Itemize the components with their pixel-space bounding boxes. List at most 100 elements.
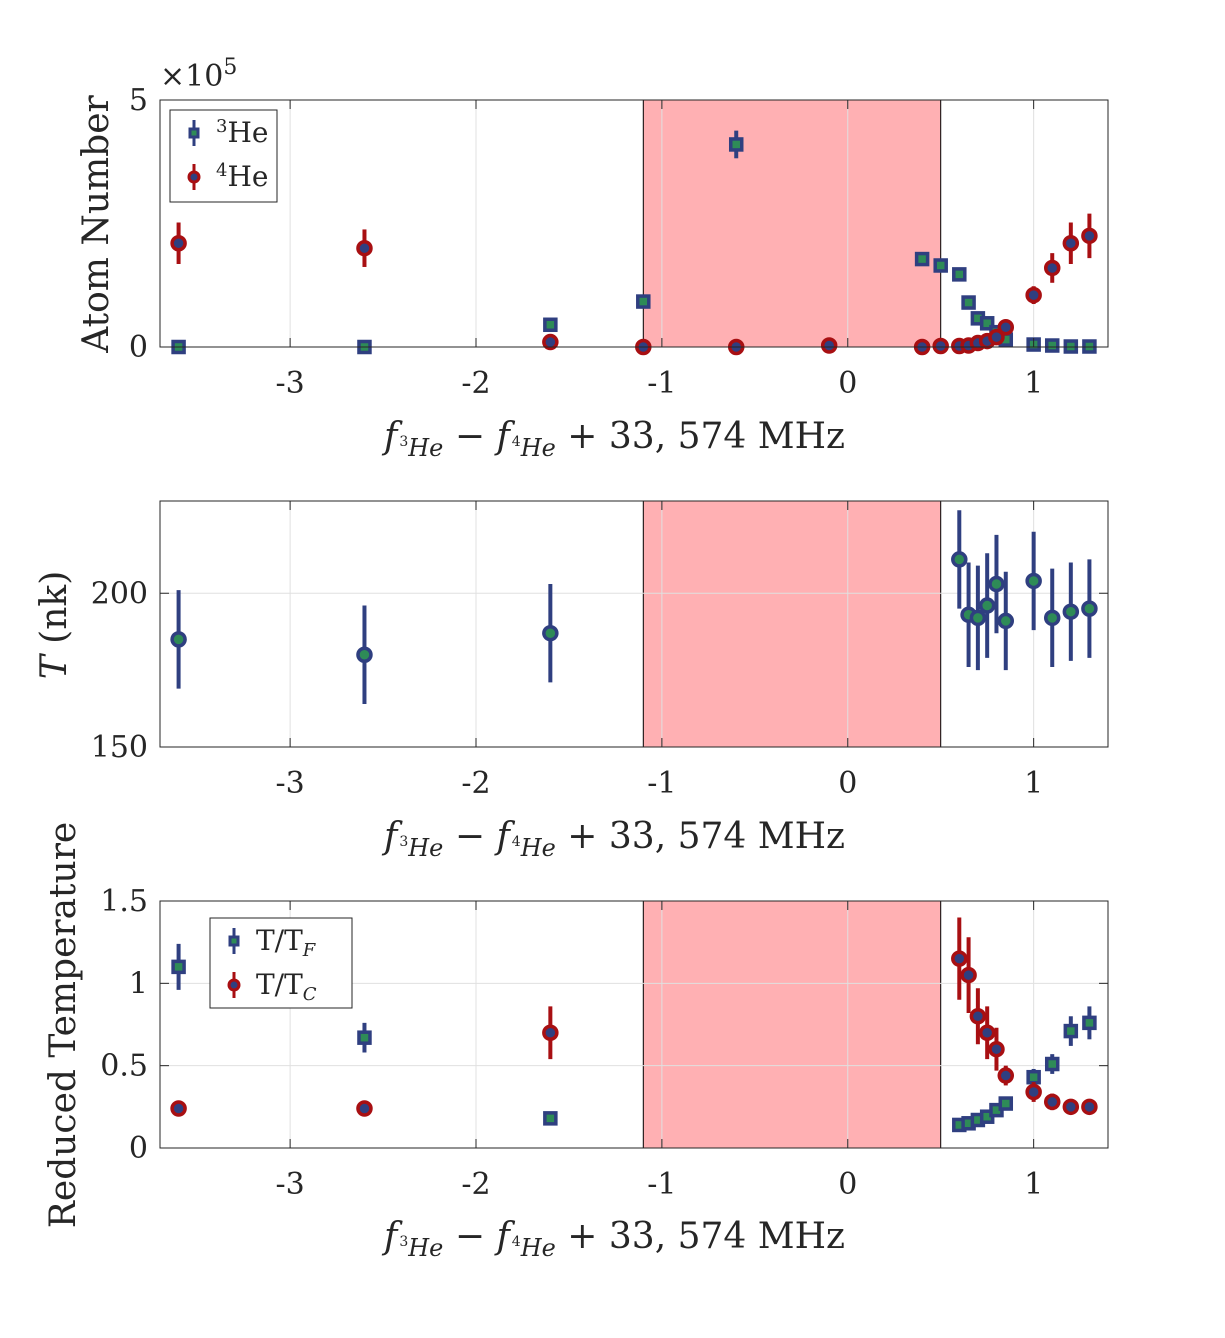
legend: 3He 4He [169,109,278,203]
y-multiplier: ×105 [160,55,237,94]
legend-label-t-tc: T/TC [256,968,317,1005]
data-point [356,646,373,663]
data-point [171,959,186,975]
data-point [820,337,838,354]
y-tick-label: 5 [129,83,148,118]
data-point [960,966,977,984]
data-point [933,258,948,273]
data-point [998,1096,1014,1111]
data-point [997,612,1015,630]
data-point [951,551,968,568]
legend-marker-square [188,127,200,139]
x-tick-label: -1 [647,366,676,401]
x-tick-label: -2 [461,766,490,801]
panel-temperature: -3 -2 -1 0 1 150 200 T (nk) f 3He − f 4He + 33, … [34,500,1109,862]
x-axis-label: f 3He − f 4He + 33, 574 MHz [381,416,845,462]
panel-atom-number: -3 -2 -1 0 1 0 5 Atom Number ×105 3He 4He f 3He… [76,55,1109,462]
data-point [543,1111,558,1126]
data-point [988,1040,1005,1058]
plot-area [160,100,1108,347]
x-tick-label: 1 [1024,766,1043,801]
legend-marker-square [228,935,240,947]
y-axis-label: T (nk) [34,571,75,680]
x-tick-label: -1 [647,766,676,801]
x-axis-label-text: f 3He − f 4He + 33, 574 MHz [381,816,845,862]
data-point [170,631,187,648]
excluded-region [642,99,942,348]
data-point [1025,286,1042,304]
data-point [728,137,744,152]
data-point [1025,572,1042,590]
y-axis-label: Reduced Temperature [43,822,84,1228]
y-tick-label: 150 [91,730,148,765]
y-tick-label: 1.5 [100,884,148,919]
y-tick-label: 200 [91,576,148,611]
data-point [1081,227,1098,245]
data-point [543,317,558,333]
data-point [932,337,949,355]
data-point [1082,1015,1097,1031]
panel-reduced-temperature: -3 -2 -1 0 1 0 0.5 1 1.5 Reduced Temperature T/T… [43,822,1109,1262]
legend-marker-circle [227,978,241,992]
y-tick-label: 1 [129,966,148,1001]
legend-entry-he3: 3He [188,116,268,149]
data-point [988,575,1005,593]
data-point [1043,609,1061,627]
data-point [978,1024,996,1041]
legend-label-t-tf: T/TF [256,924,317,961]
x-tick-label: 0 [838,766,857,801]
data-point [542,333,559,351]
data-point [1026,1069,1041,1085]
x-tick-label: -3 [276,1167,305,1202]
data-point [1043,259,1061,277]
series-t-tc [170,917,1098,1117]
data-point [1063,1023,1079,1039]
data-point [969,1008,987,1025]
legend-label-he3: 3He [216,116,268,149]
legend-label-he4: 4He [216,160,268,193]
data-point [969,609,987,627]
data-point [997,1067,1015,1084]
x-tick-label: 1 [1024,366,1043,401]
legend-marker-circle [187,170,201,184]
excluded-region [642,900,942,1149]
x-axis-label-text: f 3He − f 4He + 33, 574 MHz [381,1216,845,1262]
y-tick-label: 0.5 [100,1049,148,1084]
data-point [1081,600,1098,617]
y-tick-label: 0 [129,330,148,365]
data-point [1044,1056,1060,1072]
series-t-tf [171,943,1097,1133]
data-point [357,1030,372,1045]
data-point [356,1100,373,1117]
data-point [988,328,1005,346]
x-tick-label: 1 [1024,1167,1043,1202]
x-tick-label: -2 [461,1167,490,1202]
data-point [636,294,651,309]
legend: T/TF T/TC [209,917,353,1009]
data-point [1043,1093,1061,1111]
data-point [997,318,1015,336]
data-point [1081,1098,1098,1116]
x-axis-label: f 3He − f 4He + 33, 574 MHz [381,1216,845,1262]
x-tick-label: -3 [276,366,305,401]
legend-entry-t-tc: T/TC [227,968,317,1005]
x-tick-label: 0 [838,366,857,401]
legend-entry-he4: 4He [187,160,268,193]
data-point [356,239,373,257]
data-point [1044,338,1060,353]
plot-area [160,501,1108,747]
data-point [170,1100,187,1117]
y-axis-label: Atom Number [76,94,117,353]
x-tick-label: -2 [461,366,490,401]
data-point [170,235,187,252]
data-point [914,251,930,267]
y-tick-label: 0 [129,1131,148,1166]
x-tick-label: -3 [276,766,305,801]
legend-entry-t-tf: T/TF [228,924,317,961]
x-axis-label-text: f 3He − f 4He + 33, 574 MHz [381,416,845,462]
data-point [542,1024,559,1041]
data-point [961,295,976,310]
data-point [1062,603,1080,620]
data-point [952,267,967,282]
